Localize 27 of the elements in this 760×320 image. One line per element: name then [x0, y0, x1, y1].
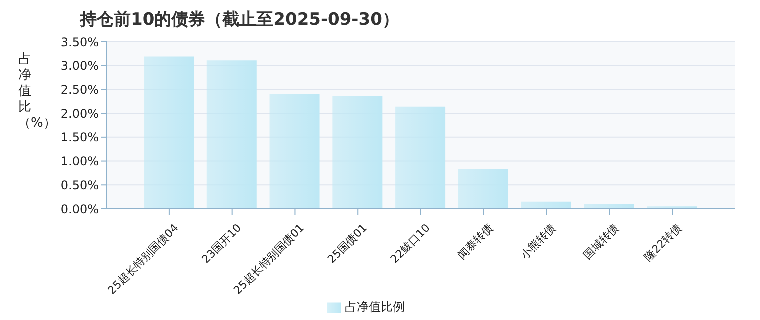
- y-tick-label: 0.50%: [60, 178, 99, 192]
- y-tick-label: 3.50%: [60, 35, 99, 50]
- y-tick-label: 0.00%: [60, 202, 99, 216]
- bar: [584, 204, 634, 209]
- x-tick-label: 22鲅口10: [388, 222, 433, 266]
- y-tick-label: 3.00%: [60, 59, 99, 74]
- x-tick-label: 小熊转债: [518, 222, 559, 262]
- x-tick-label: 25超长特别国债04: [106, 222, 182, 298]
- x-tick-label: 闻泰转债: [455, 222, 496, 262]
- x-tick-label: 隆22转债: [642, 222, 684, 264]
- x-tick-label: 25国债01: [325, 222, 370, 266]
- y-axis-title: 占净值比（%）: [18, 52, 56, 132]
- bar: [396, 106, 446, 209]
- bar: [458, 169, 508, 209]
- y-tick-label: 1.00%: [60, 154, 99, 169]
- x-tick-label: 23国开10: [200, 222, 244, 266]
- legend-label: 占净值比例: [345, 300, 405, 314]
- chart-title: 持仓前10的债券（截止至2025-09-30）: [80, 9, 400, 31]
- bar: [332, 96, 383, 209]
- x-tick-label: 国城转债: [581, 222, 622, 262]
- bar: [521, 202, 572, 209]
- bar: [206, 60, 257, 209]
- y-tick-label: 2.50%: [60, 82, 99, 97]
- y-tick-label: 2.00%: [60, 106, 99, 121]
- bar: [270, 94, 320, 209]
- y-tick-label: 1.50%: [60, 130, 99, 145]
- bar: [144, 56, 194, 209]
